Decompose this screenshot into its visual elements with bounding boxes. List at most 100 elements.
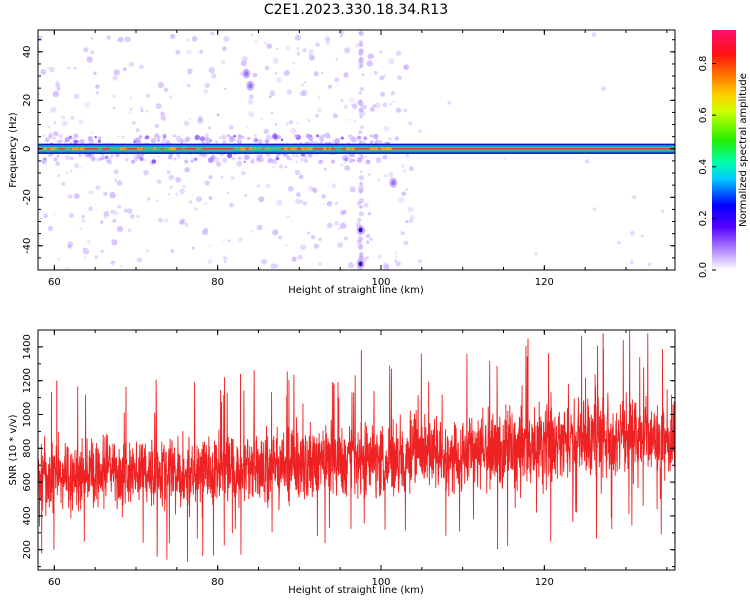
band-speckle xyxy=(267,153,271,157)
speckle xyxy=(394,136,400,141)
speckle xyxy=(307,231,310,235)
speckle xyxy=(117,204,121,209)
speckle xyxy=(47,225,54,232)
speckle xyxy=(661,209,665,213)
speckle xyxy=(299,91,305,97)
band-speckle xyxy=(357,135,362,140)
speckle xyxy=(367,211,372,216)
speckle xyxy=(326,200,333,207)
speckle xyxy=(388,137,392,141)
speckle xyxy=(591,32,597,38)
band-speckle xyxy=(237,134,241,138)
band-fleck xyxy=(97,147,102,151)
speckle xyxy=(309,54,315,61)
speckle xyxy=(308,49,315,55)
speckle xyxy=(208,126,211,129)
speckle xyxy=(308,53,312,56)
speckle xyxy=(185,38,190,42)
speckle xyxy=(61,182,66,186)
speckle xyxy=(146,197,151,201)
band-speckle xyxy=(201,140,205,145)
band-speckle xyxy=(227,153,233,159)
y-tick-label: 20 xyxy=(22,94,33,107)
speckle xyxy=(223,256,228,261)
stripe-speckle xyxy=(358,99,363,104)
speckle xyxy=(366,60,373,67)
band-speckle xyxy=(88,139,95,145)
speckle xyxy=(322,134,325,137)
speckle xyxy=(294,169,301,176)
y-tick-label: 1400 xyxy=(22,334,33,359)
band-speckle xyxy=(163,134,167,138)
speckle xyxy=(86,56,93,63)
band-speckle xyxy=(303,154,308,159)
speckle xyxy=(246,126,249,129)
speckle xyxy=(224,260,227,264)
y-tick-label: -40 xyxy=(22,238,33,254)
band-speckle xyxy=(65,138,70,142)
speckle xyxy=(47,67,50,70)
speckle xyxy=(188,118,192,121)
spectrogram-marks xyxy=(38,30,675,270)
band-speckle xyxy=(58,133,64,139)
blob-core xyxy=(358,261,363,267)
speckle xyxy=(283,70,290,76)
speckle xyxy=(389,102,392,106)
band-fleck xyxy=(123,147,127,151)
band-fleck xyxy=(75,147,79,151)
band-speckle xyxy=(382,154,388,160)
band-speckle xyxy=(70,156,74,160)
speckle xyxy=(55,161,60,166)
speckle xyxy=(297,47,300,50)
speckle xyxy=(383,125,390,132)
speckle xyxy=(294,34,301,41)
speckle xyxy=(106,141,109,144)
band-fleck xyxy=(345,147,351,151)
speckle xyxy=(128,61,135,67)
speckle xyxy=(317,96,320,99)
speckle xyxy=(403,108,408,113)
stripe-speckle xyxy=(357,217,362,223)
band-speckle xyxy=(377,139,383,145)
speckle xyxy=(116,39,119,42)
stripe-speckle xyxy=(356,239,362,245)
stripe-speckle xyxy=(359,243,363,247)
speckle xyxy=(163,218,169,223)
speckle xyxy=(61,120,67,127)
snr-ylabel: SNR (10 * v/v) xyxy=(8,414,19,485)
speckle xyxy=(390,91,396,96)
speckle xyxy=(154,123,160,129)
speckle xyxy=(291,256,297,262)
speckle xyxy=(113,169,119,175)
stripe-speckle xyxy=(360,170,363,174)
band-fleck xyxy=(147,147,154,151)
band-fleck xyxy=(182,147,185,151)
speckle xyxy=(135,128,140,133)
stripe-speckle xyxy=(359,139,362,143)
speckle xyxy=(292,61,296,65)
band-speckle xyxy=(115,153,120,158)
snr-axes: 60 80 100 120 200 400 600 800 1000 1200 1400 xyxy=(22,329,675,588)
band-speckle xyxy=(134,157,139,162)
speckle xyxy=(103,191,108,196)
speckle xyxy=(84,256,87,259)
speckle xyxy=(357,139,360,142)
speckle xyxy=(632,195,637,200)
speckle xyxy=(349,186,356,193)
speckle xyxy=(236,160,243,167)
speckle xyxy=(223,36,230,42)
speckle xyxy=(73,193,80,200)
speckle xyxy=(42,134,45,137)
speckle xyxy=(204,202,207,206)
speckle xyxy=(340,99,344,102)
speckle xyxy=(110,260,115,265)
speckle xyxy=(168,95,173,100)
band-speckle xyxy=(319,159,324,164)
speckle xyxy=(191,246,195,250)
band-speckle xyxy=(206,136,211,141)
speckle xyxy=(322,202,325,205)
band-speckle xyxy=(130,159,136,164)
stripe-speckle xyxy=(360,125,364,129)
speckle xyxy=(248,111,255,118)
speckle xyxy=(95,84,100,89)
